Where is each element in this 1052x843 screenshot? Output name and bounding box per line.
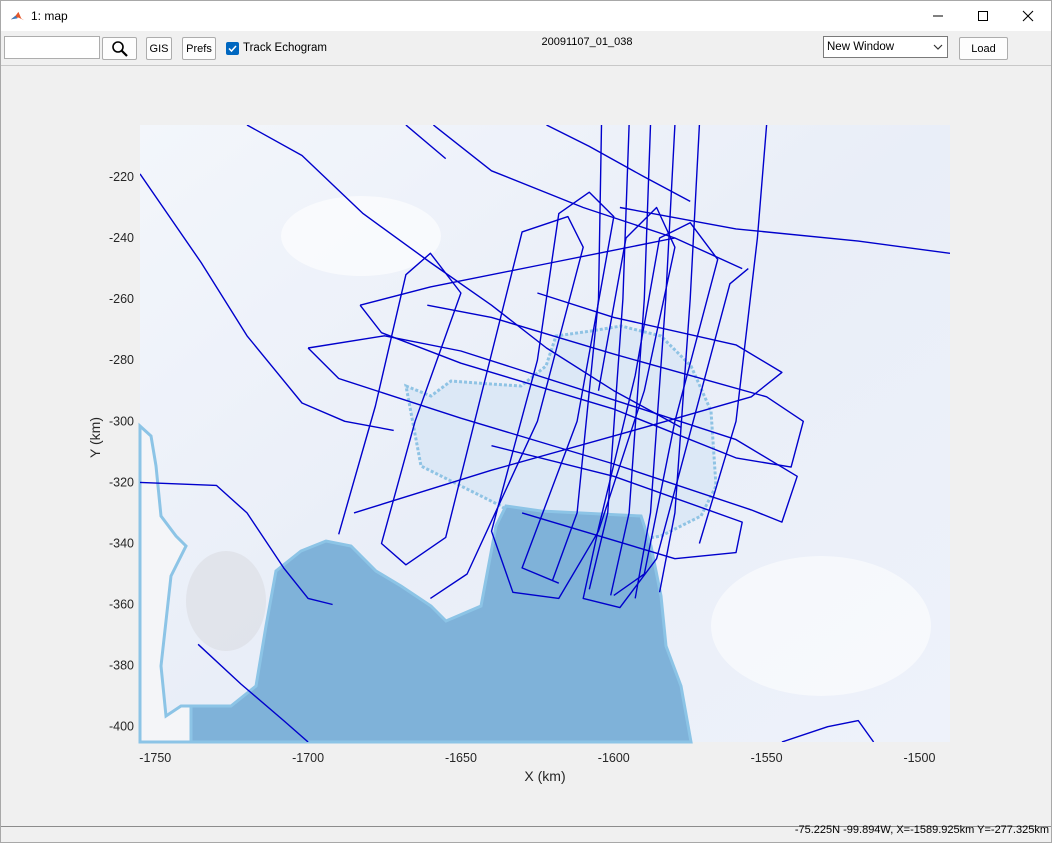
flight-track-line <box>197 643 309 742</box>
flight-track-line <box>546 125 691 203</box>
prefs-button[interactable]: Prefs <box>182 37 216 60</box>
y-tick-label: -220 <box>109 170 134 184</box>
bright-terrain <box>281 196 441 276</box>
x-tick-label: -1550 <box>751 751 783 765</box>
bright-terrain-east <box>711 556 931 696</box>
x-tick-label: -1500 <box>903 751 935 765</box>
flight-track-line <box>432 125 743 270</box>
status-bar: -75.225N -99.894W, X=-1589.925km Y=-277.… <box>1 824 1051 842</box>
flight-track-line <box>658 125 701 593</box>
y-axis-label: Y (km) <box>87 417 103 458</box>
shaded-terrain <box>186 551 266 651</box>
minimize-button[interactable] <box>915 1 961 31</box>
y-tick-label: -340 <box>109 536 134 550</box>
toolbar: GIS Prefs Track Echogram 20091107_01_038… <box>1 32 1051 66</box>
close-icon <box>1022 10 1034 22</box>
flight-track-line <box>246 125 682 429</box>
flight-track-line <box>634 125 676 599</box>
cursor-coordinates: -75.225N -99.894W, X=-1589.925km Y=-277.… <box>794 824 1049 836</box>
ocean-region <box>189 504 693 744</box>
flight-track-line <box>551 125 603 581</box>
segment-id-label: 20091107_01_038 <box>541 36 633 48</box>
flight-track-line <box>353 292 783 514</box>
x-axis-label: X (km) <box>524 768 565 784</box>
window-select-value: New Window <box>827 41 895 53</box>
matlab-logo-icon <box>10 9 25 24</box>
y-tick-label: -280 <box>109 353 134 367</box>
flight-track-line <box>781 719 875 742</box>
x-tick-label: -1700 <box>292 751 324 765</box>
window-title: 1: map <box>31 9 68 23</box>
flight-track-line <box>698 125 768 544</box>
y-tick-label: -240 <box>109 231 134 245</box>
track-echogram-label: Track Echogram <box>243 42 327 54</box>
track-echogram-checkbox[interactable] <box>226 42 239 55</box>
flight-tracks <box>140 125 950 742</box>
y-tick-label: -260 <box>109 292 134 306</box>
magnifier-icon <box>111 40 128 57</box>
map-axes[interactable]: -1750 -1700 -1650 -1600 -1550 -1500 -220 -240 -2… <box>1 66 1051 826</box>
maximize-icon <box>978 11 988 21</box>
gis-button[interactable]: GIS <box>146 37 172 60</box>
x-tick-label: -1600 <box>598 751 630 765</box>
flight-track-line <box>307 335 798 523</box>
y-tick-label: -400 <box>109 720 134 734</box>
window-select-dropdown[interactable]: New Window <box>823 36 948 58</box>
y-tick-label: -300 <box>109 414 134 428</box>
flight-track-line <box>405 125 447 160</box>
flight-track-line <box>140 173 394 432</box>
x-tick-label: -1750 <box>139 751 171 765</box>
flight-track-line <box>490 191 676 600</box>
flight-track-line <box>338 215 584 599</box>
y-tick-label: -320 <box>109 475 134 489</box>
checkmark-icon <box>228 45 237 53</box>
search-input[interactable] <box>4 36 100 59</box>
load-button[interactable]: Load <box>959 37 1008 60</box>
flight-track-line <box>588 125 630 590</box>
flight-track-line <box>619 206 950 254</box>
y-tick-label: -360 <box>109 598 134 612</box>
flight-track-line <box>610 125 652 596</box>
search-button[interactable] <box>102 37 137 60</box>
flight-track-line <box>359 237 676 306</box>
axes-decorations: -1750 -1700 -1650 -1600 -1550 -1500 -220 -240 -2… <box>87 170 935 784</box>
figure-area: -1750 -1700 -1650 -1600 -1550 -1500 -220 -240 -2… <box>1 66 1051 826</box>
close-button[interactable] <box>1005 1 1051 31</box>
map-background <box>138 125 950 744</box>
flight-track-line <box>140 481 333 606</box>
x-tick-label: -1650 <box>445 751 477 765</box>
y-tick-label: -380 <box>109 659 134 673</box>
chevron-down-icon <box>933 44 943 50</box>
flight-track-line <box>359 304 804 468</box>
minimize-icon <box>933 15 943 17</box>
title-bar: 1: map <box>1 1 1051 31</box>
flight-track-line <box>582 222 749 609</box>
maximize-button[interactable] <box>960 1 1006 31</box>
